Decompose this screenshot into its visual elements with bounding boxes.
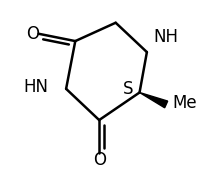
Polygon shape [140, 92, 168, 108]
Text: O: O [93, 152, 106, 169]
Text: S: S [123, 80, 134, 98]
Text: HN: HN [24, 78, 49, 96]
Text: O: O [26, 25, 39, 43]
Text: NH: NH [153, 28, 178, 46]
Text: Me: Me [173, 94, 197, 112]
